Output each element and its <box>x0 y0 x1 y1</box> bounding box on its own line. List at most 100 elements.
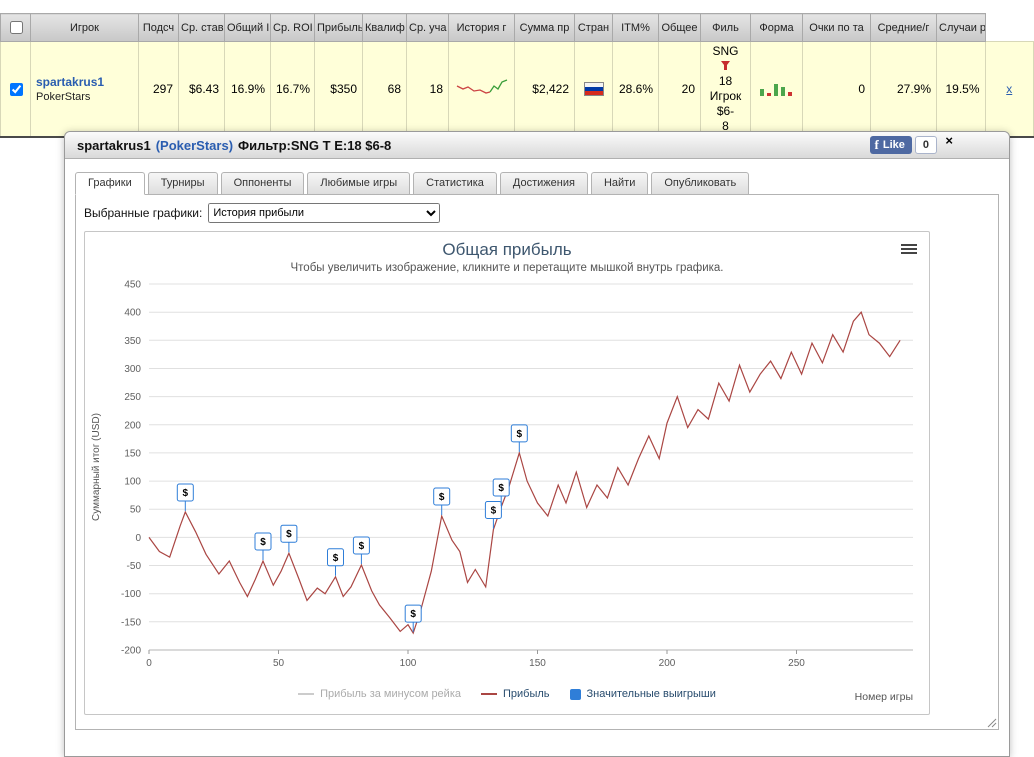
tab-grafiki[interactable]: Графики <box>75 172 145 195</box>
svg-text:$: $ <box>333 553 339 564</box>
column-header-14[interactable]: Форма <box>750 13 803 42</box>
row-select-checkbox[interactable] <box>10 82 23 96</box>
svg-text:300: 300 <box>124 364 141 375</box>
chart-menu-button[interactable] <box>901 242 917 256</box>
legend-line-symbol <box>298 693 315 695</box>
cell-filter: SNG 18 Игрок $6- 8 <box>700 41 751 138</box>
chart-subtitle: Чтобы увеличить изображение, кликните и … <box>290 262 724 274</box>
svg-text:0: 0 <box>146 658 152 669</box>
column-header-12[interactable]: Общее <box>658 13 701 42</box>
facebook-like-label: Like <box>882 138 905 151</box>
svg-text:50: 50 <box>273 658 285 669</box>
panel-content: Выбранные графики: История прибыли Общая… <box>75 194 999 730</box>
svg-text:$: $ <box>359 541 365 552</box>
tab-turniry[interactable]: Турниры <box>147 172 218 195</box>
svg-text:$: $ <box>498 483 504 494</box>
facebook-like-button[interactable]: f Like <box>869 136 912 154</box>
player-detail-panel: spartakrus1 (PokerStars) Фильтр:SNG T E:… <box>64 131 1010 757</box>
tab-opublikovat[interactable]: Опубликовать <box>651 172 750 195</box>
chart-legend: Прибыль за минусом рейка Прибыль Значитель… <box>87 688 927 700</box>
svg-text:$: $ <box>439 492 445 503</box>
cell-points: 0 <box>802 41 871 138</box>
panel-header: spartakrus1 (PokerStars) Фильтр:SNG T E:… <box>65 132 1009 159</box>
svg-text:250: 250 <box>124 392 141 403</box>
column-header-10[interactable]: Стран <box>574 13 613 42</box>
column-header-2[interactable]: Ср. став <box>178 13 225 42</box>
column-header-1[interactable]: Подсч <box>138 13 179 42</box>
column-header-0[interactable]: Игрок <box>30 13 139 42</box>
column-header-3[interactable]: Общий I <box>224 13 271 42</box>
svg-text:$: $ <box>260 537 266 548</box>
column-header-6[interactable]: Квалиф <box>362 13 407 42</box>
filter-line: $6- <box>716 104 735 118</box>
column-header-9[interactable]: Сумма пр <box>514 13 575 42</box>
svg-text:-100: -100 <box>121 589 141 600</box>
filter-icon <box>720 61 730 70</box>
cell-country <box>574 41 613 138</box>
svg-text:100: 100 <box>400 658 417 669</box>
resize-grip-icon[interactable] <box>985 716 997 728</box>
legend-item[interactable]: Значительные выигрыши <box>569 688 716 700</box>
russia-flag-icon <box>583 82 604 97</box>
tab-dostizheniya[interactable]: Достижения <box>499 172 588 195</box>
svg-text:250: 250 <box>788 658 805 669</box>
graph-select-label: Выбранные графики: <box>84 206 203 220</box>
player-site-label: PokerStars <box>36 91 91 103</box>
cell-prize-sum: $2,422 <box>514 41 575 138</box>
panel-title-filter: Фильтр:SNG T E:18 $6-8 <box>238 137 392 153</box>
tab-opponenty[interactable]: Оппоненты <box>220 172 305 195</box>
results-header-row: Игрок Подсч Ср. став Общий I Ср. ROI Прибыль К… <box>0 13 1034 42</box>
cell-profit: $350 <box>314 41 363 138</box>
svg-text:$: $ <box>286 529 292 540</box>
facebook-like-widget[interactable]: f Like 0 <box>869 136 937 154</box>
chart-plot-area[interactable]: -200 -150 -100 -50 0 50 100 150 200 250 300 350 400 4… <box>87 278 927 686</box>
column-header-17[interactable]: Случаи ра <box>936 13 986 42</box>
column-header-8[interactable]: История г <box>448 13 515 42</box>
cell-remove: x <box>984 41 1034 138</box>
legend-item-label: Значительные выигрыши <box>586 688 716 700</box>
remove-row-link[interactable]: x <box>1006 82 1013 96</box>
tab-lyubimye-igry[interactable]: Любимые игры <box>307 172 411 195</box>
chart-title: Общая прибыль <box>442 240 572 259</box>
svg-text:200: 200 <box>124 420 141 431</box>
legend-item[interactable]: Прибыль за минусом рейка <box>298 688 461 700</box>
column-header-5[interactable]: Прибыль <box>314 13 363 42</box>
svg-text:50: 50 <box>130 505 142 516</box>
column-header-16[interactable]: Средние/г <box>870 13 937 42</box>
results-row: spartakrus1 PokerStars 297 $6.43 16.9% 1… <box>0 41 1034 138</box>
column-header-11[interactable]: ITM% <box>612 13 659 42</box>
legend-square-symbol <box>569 688 581 700</box>
legend-item-label: Прибыль за минусом рейка <box>320 688 461 700</box>
x-axis-label: Номер игры <box>854 691 913 703</box>
form-bars-icon <box>760 83 792 96</box>
filter-line: 18 <box>718 74 733 88</box>
select-all-checkbox[interactable] <box>9 21 23 34</box>
cell-count: 297 <box>138 41 179 138</box>
svg-text:0: 0 <box>135 533 141 544</box>
svg-text:$: $ <box>517 429 523 440</box>
svg-text:-150: -150 <box>121 617 141 628</box>
legend-line-symbol <box>481 693 497 695</box>
graph-select[interactable]: История прибыли <box>208 203 441 223</box>
history-sparkline-icon <box>456 78 507 94</box>
results-table: Игрок Подсч Ср. став Общий I Ср. ROI Прибыль К… <box>0 13 1034 138</box>
svg-text:200: 200 <box>659 658 676 669</box>
column-header-13[interactable]: Филь <box>700 13 751 42</box>
close-button[interactable]: × <box>945 133 953 148</box>
cell-avg-stake: $6.43 <box>178 41 225 138</box>
column-header-7[interactable]: Ср. уча <box>406 13 449 42</box>
tab-statistika[interactable]: Статистика <box>413 172 497 195</box>
cell-avg-roi: 16.7% <box>270 41 315 138</box>
svg-text:-200: -200 <box>121 646 141 657</box>
cell-total: 20 <box>658 41 701 138</box>
cell-form <box>750 41 803 138</box>
column-header-15[interactable]: Очки по та <box>802 13 871 42</box>
legend-item[interactable]: Прибыль <box>481 688 550 700</box>
column-header-4[interactable]: Ср. ROI <box>270 13 315 42</box>
tab-najti[interactable]: Найти <box>590 172 649 195</box>
panel-title-player: spartakrus1 <box>77 137 151 153</box>
svg-text:150: 150 <box>529 658 546 669</box>
player-link[interactable]: spartakrus1 <box>36 75 105 89</box>
filter-line: 8 <box>722 119 729 133</box>
panel-title-site[interactable]: (PokerStars) <box>155 137 234 153</box>
